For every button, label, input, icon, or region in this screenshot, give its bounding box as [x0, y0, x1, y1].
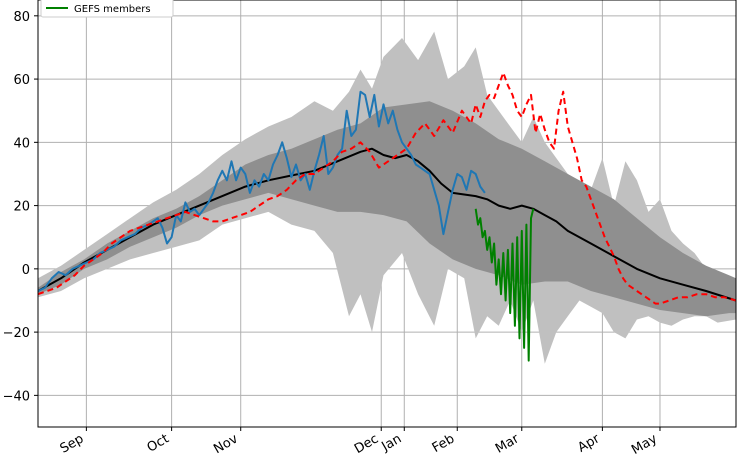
series-lines — [37, 71, 737, 362]
x-tick-label: Oct — [145, 431, 172, 455]
y-axis-ticks: −40 −20 0 20 40 60 80 — [3, 10, 38, 404]
x-tick-label: Mar — [493, 431, 522, 457]
x-tick-label: Dec — [352, 431, 381, 457]
ensemble-bands — [38, 31, 736, 364]
x-tick-label: Feb — [430, 431, 457, 456]
y-tick-label: 80 — [13, 10, 30, 25]
legend-label-gefs-members: GEFS members — [74, 4, 151, 15]
legend: GEFS members — [40, 0, 174, 18]
x-tick-label: Jan — [379, 431, 405, 455]
observed-line — [37, 90, 486, 292]
inner-spread-band — [38, 101, 736, 317]
y-tick-label: 0 — [22, 263, 30, 278]
y-tick-label: 60 — [13, 73, 30, 88]
x-tick-label: Apr — [575, 431, 603, 456]
legend-box — [40, 0, 174, 18]
dashed-forecast-line — [37, 71, 737, 305]
x-tick-label: Nov — [211, 431, 241, 457]
y-tick-label: 40 — [13, 136, 30, 151]
gefs-members-line — [474, 208, 535, 362]
y-tick-label: −40 — [3, 389, 30, 404]
x-tick-label: Sep — [58, 431, 87, 456]
ensemble-mean-line — [37, 147, 737, 302]
x-tick-label: May — [629, 431, 660, 458]
y-tick-label: −20 — [3, 326, 30, 341]
plot-frame — [37, 0, 737, 428]
y-tick-label: 20 — [13, 200, 30, 215]
